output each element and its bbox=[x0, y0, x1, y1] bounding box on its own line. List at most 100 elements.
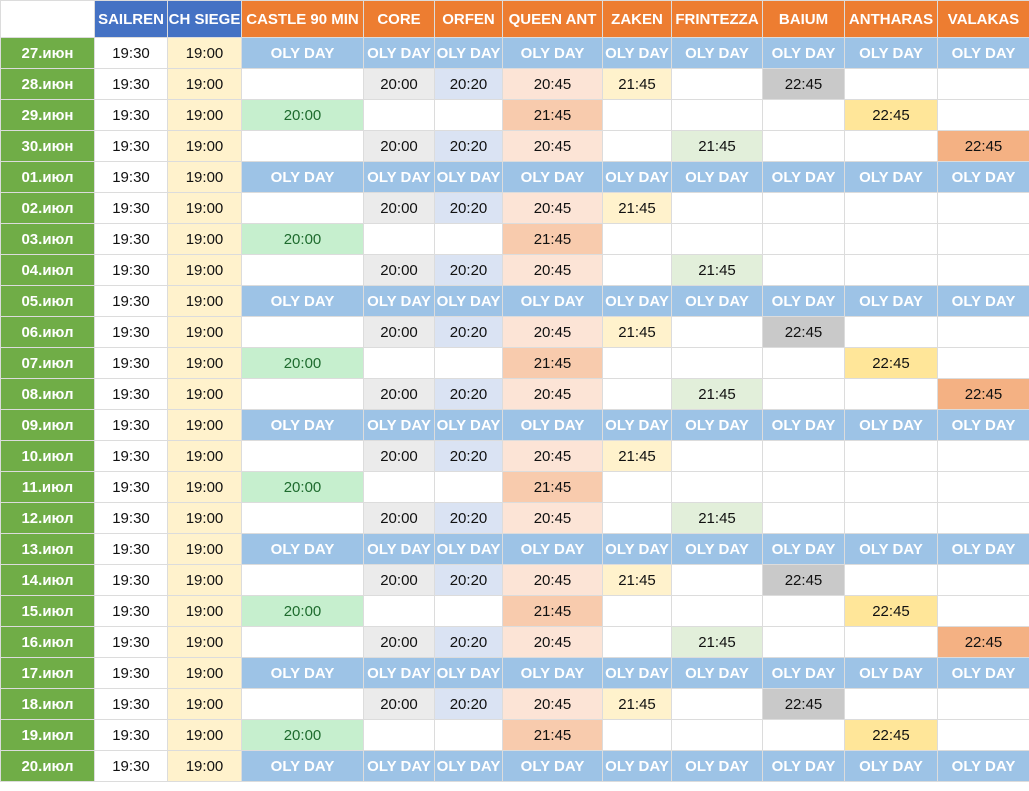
queen-ant-cell[interactable]: OLY DAY bbox=[502, 657, 603, 689]
col-header-orfen[interactable]: ORFEN bbox=[434, 0, 503, 38]
sailren-cell[interactable]: 19:30 bbox=[94, 688, 168, 720]
date-cell[interactable]: 19.июл bbox=[0, 719, 95, 751]
valakas-cell[interactable] bbox=[937, 347, 1029, 379]
zaken-cell[interactable]: OLY DAY bbox=[602, 161, 672, 193]
baium-cell[interactable] bbox=[762, 502, 845, 534]
baium-cell[interactable]: OLY DAY bbox=[762, 750, 845, 782]
castle-cell[interactable]: OLY DAY bbox=[241, 750, 364, 782]
sailren-cell[interactable]: 19:30 bbox=[94, 564, 168, 596]
queen-ant-cell[interactable]: 20:45 bbox=[502, 688, 603, 720]
zaken-cell[interactable]: 21:45 bbox=[602, 68, 672, 100]
col-header-core[interactable]: CORE bbox=[363, 0, 435, 38]
baium-cell[interactable] bbox=[762, 192, 845, 224]
core-cell[interactable]: 20:00 bbox=[363, 688, 435, 720]
valakas-cell[interactable]: OLY DAY bbox=[937, 285, 1029, 317]
antharas-cell[interactable] bbox=[844, 316, 938, 348]
ch-siege-cell[interactable]: 19:00 bbox=[167, 223, 242, 255]
sailren-cell[interactable]: 19:30 bbox=[94, 409, 168, 441]
sailren-cell[interactable]: 19:30 bbox=[94, 192, 168, 224]
valakas-cell[interactable] bbox=[937, 254, 1029, 286]
castle-cell[interactable]: 20:00 bbox=[241, 471, 364, 503]
ch-siege-cell[interactable]: 19:00 bbox=[167, 99, 242, 131]
zaken-cell[interactable] bbox=[602, 502, 672, 534]
date-cell[interactable]: 06.июл bbox=[0, 316, 95, 348]
orfen-cell[interactable] bbox=[434, 719, 503, 751]
sailren-cell[interactable]: 19:30 bbox=[94, 657, 168, 689]
baium-cell[interactable] bbox=[762, 626, 845, 658]
ch-siege-cell[interactable]: 19:00 bbox=[167, 409, 242, 441]
orfen-cell[interactable] bbox=[434, 99, 503, 131]
date-cell[interactable]: 20.июл bbox=[0, 750, 95, 782]
col-header-valakas[interactable]: VALAKAS bbox=[937, 0, 1029, 38]
castle-cell[interactable] bbox=[241, 192, 364, 224]
col-header-ch-siege[interactable]: CH SIEGE bbox=[167, 0, 242, 38]
core-cell[interactable]: 20:00 bbox=[363, 130, 435, 162]
antharas-cell[interactable] bbox=[844, 254, 938, 286]
frintezza-cell[interactable] bbox=[671, 688, 763, 720]
ch-siege-cell[interactable]: 19:00 bbox=[167, 626, 242, 658]
sailren-cell[interactable]: 19:30 bbox=[94, 471, 168, 503]
baium-cell[interactable]: OLY DAY bbox=[762, 37, 845, 69]
zaken-cell[interactable] bbox=[602, 347, 672, 379]
zaken-cell[interactable]: OLY DAY bbox=[602, 533, 672, 565]
queen-ant-cell[interactable]: 20:45 bbox=[502, 440, 603, 472]
castle-cell[interactable]: 20:00 bbox=[241, 347, 364, 379]
antharas-cell[interactable]: OLY DAY bbox=[844, 409, 938, 441]
orfen-cell[interactable]: OLY DAY bbox=[434, 37, 503, 69]
orfen-cell[interactable] bbox=[434, 347, 503, 379]
date-cell[interactable]: 27.июн bbox=[0, 37, 95, 69]
core-cell[interactable] bbox=[363, 99, 435, 131]
core-cell[interactable]: 20:00 bbox=[363, 440, 435, 472]
baium-cell[interactable] bbox=[762, 471, 845, 503]
zaken-cell[interactable]: OLY DAY bbox=[602, 409, 672, 441]
orfen-cell[interactable]: 20:20 bbox=[434, 564, 503, 596]
antharas-cell[interactable]: OLY DAY bbox=[844, 750, 938, 782]
date-cell[interactable]: 15.июл bbox=[0, 595, 95, 627]
frintezza-cell[interactable] bbox=[671, 595, 763, 627]
castle-cell[interactable]: OLY DAY bbox=[241, 161, 364, 193]
frintezza-cell[interactable] bbox=[671, 471, 763, 503]
antharas-cell[interactable] bbox=[844, 130, 938, 162]
core-cell[interactable]: 20:00 bbox=[363, 626, 435, 658]
frintezza-cell[interactable] bbox=[671, 99, 763, 131]
antharas-cell[interactable] bbox=[844, 626, 938, 658]
ch-siege-cell[interactable]: 19:00 bbox=[167, 533, 242, 565]
core-cell[interactable]: OLY DAY bbox=[363, 161, 435, 193]
valakas-cell[interactable] bbox=[937, 471, 1029, 503]
frintezza-cell[interactable] bbox=[671, 223, 763, 255]
core-cell[interactable]: 20:00 bbox=[363, 564, 435, 596]
ch-siege-cell[interactable]: 19:00 bbox=[167, 595, 242, 627]
baium-cell[interactable] bbox=[762, 378, 845, 410]
castle-cell[interactable]: OLY DAY bbox=[241, 409, 364, 441]
orfen-cell[interactable]: 20:20 bbox=[434, 440, 503, 472]
antharas-cell[interactable] bbox=[844, 688, 938, 720]
castle-cell[interactable]: 20:00 bbox=[241, 719, 364, 751]
core-cell[interactable]: 20:00 bbox=[363, 502, 435, 534]
castle-cell[interactable] bbox=[241, 254, 364, 286]
ch-siege-cell[interactable]: 19:00 bbox=[167, 564, 242, 596]
castle-cell[interactable] bbox=[241, 316, 364, 348]
antharas-cell[interactable]: 22:45 bbox=[844, 347, 938, 379]
orfen-cell[interactable]: OLY DAY bbox=[434, 285, 503, 317]
zaken-cell[interactable]: OLY DAY bbox=[602, 37, 672, 69]
sailren-cell[interactable]: 19:30 bbox=[94, 130, 168, 162]
baium-cell[interactable]: 22:45 bbox=[762, 688, 845, 720]
castle-cell[interactable] bbox=[241, 564, 364, 596]
ch-siege-cell[interactable]: 19:00 bbox=[167, 657, 242, 689]
sailren-cell[interactable]: 19:30 bbox=[94, 37, 168, 69]
valakas-cell[interactable] bbox=[937, 502, 1029, 534]
queen-ant-cell[interactable]: OLY DAY bbox=[502, 285, 603, 317]
valakas-cell[interactable]: OLY DAY bbox=[937, 750, 1029, 782]
queen-ant-cell[interactable]: 20:45 bbox=[502, 564, 603, 596]
antharas-cell[interactable]: 22:45 bbox=[844, 595, 938, 627]
orfen-cell[interactable]: OLY DAY bbox=[434, 161, 503, 193]
zaken-cell[interactable]: OLY DAY bbox=[602, 285, 672, 317]
valakas-cell[interactable] bbox=[937, 440, 1029, 472]
antharas-cell[interactable] bbox=[844, 471, 938, 503]
sailren-cell[interactable]: 19:30 bbox=[94, 595, 168, 627]
orfen-cell[interactable]: 20:20 bbox=[434, 68, 503, 100]
valakas-cell[interactable]: OLY DAY bbox=[937, 533, 1029, 565]
castle-cell[interactable]: OLY DAY bbox=[241, 657, 364, 689]
queen-ant-cell[interactable]: 20:45 bbox=[502, 192, 603, 224]
queen-ant-cell[interactable]: OLY DAY bbox=[502, 161, 603, 193]
